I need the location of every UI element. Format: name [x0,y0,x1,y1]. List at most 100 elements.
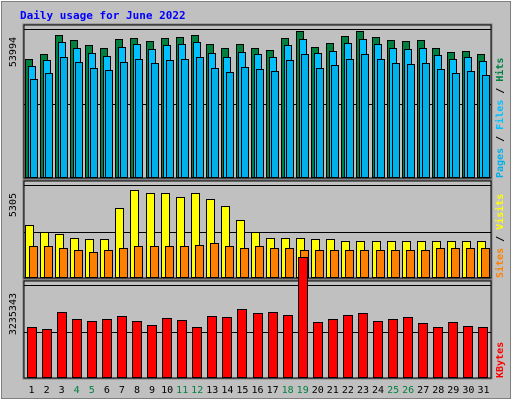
series-kbytes [27,257,488,378]
bar-sites-day-26 [406,250,415,278]
bar-kbytes-day-26 [403,317,413,378]
bar-kbytes-day-27 [418,323,428,378]
bar-sites-day-3 [59,248,68,278]
bar-pages-day-4 [75,62,83,178]
panels: 53994 Pages / Files / Hits 5305 Sites / Vis… [8,23,506,380]
bar-kbytes-day-6 [102,319,112,378]
bar-pages-day-19 [301,54,309,178]
bar-pages-day-26 [407,64,415,178]
bar-pages-day-18 [286,60,294,178]
bar-kbytes-day-22 [343,315,353,378]
x-tick-label: 31 [477,385,489,396]
bar-pages-day-1 [30,79,38,178]
x-tick-label: 25 [387,385,399,396]
y-max-label-hits: 53994 [8,37,19,67]
legend-item-sites: Sites [494,248,506,278]
bar-sites-day-20 [315,250,324,278]
bar-sites-day-24 [376,250,385,278]
bar-sites-day-12 [195,245,204,278]
bar-kbytes-day-4 [72,319,82,378]
x-tick-label: 12 [191,385,203,396]
legend-item-visits: Visits [494,194,506,230]
series-sites [29,243,490,278]
bar-pages-day-7 [120,62,128,178]
bar-kbytes-day-17 [268,312,278,378]
bar-kbytes-day-13 [207,316,217,378]
bar-kbytes-day-29 [448,322,458,378]
bar-pages-day-5 [90,68,98,178]
legend-sep: / [495,82,506,100]
panel-hits: 53994 Pages / Files / Hits [8,23,506,180]
x-tick-label: 21 [327,385,339,396]
x-tick-label: 29 [447,385,459,396]
bar-pages-day-16 [256,69,264,178]
bar-kbytes-day-20 [313,322,323,378]
bar-kbytes-day-18 [283,315,293,378]
legend-sep: / [495,130,506,148]
bar-pages-day-23 [361,54,369,178]
bar-kbytes-day-11 [177,320,187,378]
x-tick-label: 27 [417,385,429,396]
bar-pages-day-30 [467,71,475,178]
panel-frame-visits [22,179,493,280]
panel-visits: 5305 Sites / Visits [8,179,506,280]
bar-sites-day-7 [119,248,128,278]
panel-kbytes: 3235343 KBytes [8,257,506,380]
bar-kbytes-day-24 [373,321,383,378]
x-tick-label: 17 [267,385,279,396]
bar-sites-day-2 [44,246,53,278]
legend-sep: / [495,230,506,248]
x-tick-label: 19 [297,385,309,396]
x-tick-label: 13 [206,385,218,396]
bar-pages-day-20 [316,68,324,178]
series-pages [30,54,490,178]
legend-hits: Pages / Files / Hits [494,58,506,178]
bar-kbytes-day-1 [27,327,37,378]
bar-kbytes-day-12 [192,327,202,378]
x-tick-label: 5 [89,385,95,396]
legend-item-hits: Hits [494,58,506,82]
bar-sites-day-8 [134,246,143,278]
bar-kbytes-day-5 [87,321,97,378]
bar-pages-day-13 [211,68,219,178]
x-tick-label: 8 [134,385,140,396]
bar-sites-day-9 [150,246,159,278]
bar-sites-day-29 [451,248,460,278]
bar-pages-day-29 [452,73,460,178]
bar-kbytes-day-31 [478,327,488,378]
bar-pages-day-10 [166,60,174,178]
bar-sites-day-17 [270,248,279,278]
x-tick-label: 1 [28,385,34,396]
bar-pages-day-11 [181,59,189,178]
bar-sites-day-28 [436,248,445,278]
bar-pages-day-14 [226,72,234,178]
legend-kbytes: KBytes [495,342,506,378]
bar-sites-day-18 [285,248,294,278]
x-tick-label: 4 [74,385,80,396]
bar-sites-day-30 [466,248,475,278]
x-tick-label: 30 [462,385,474,396]
bar-kbytes-day-30 [463,326,473,378]
bar-kbytes-day-3 [57,312,67,378]
panel-frame-hits [22,23,493,180]
chart-title: Daily usage for June 2022 [20,9,186,22]
bar-sites-day-16 [255,246,264,278]
bar-kbytes-day-15 [237,309,247,378]
y-max-label-visits: 5305 [8,193,19,217]
x-tick-label: 7 [119,385,125,396]
x-tick-label: 23 [357,385,369,396]
bar-kbytes-day-2 [42,329,52,378]
bar-pages-day-15 [241,67,249,178]
bar-kbytes-day-14 [222,317,232,378]
bar-pages-day-25 [392,63,400,178]
bar-kbytes-day-7 [117,316,127,378]
bar-kbytes-day-25 [388,319,398,378]
bar-kbytes-day-21 [328,319,338,378]
bar-sites-day-6 [104,250,113,278]
x-tick-label: 22 [342,385,354,396]
legend-visits: Sites / Visits [494,194,506,278]
bar-sites-day-4 [74,250,83,278]
bar-kbytes-day-19 [298,257,308,378]
bar-pages-day-31 [482,75,490,178]
